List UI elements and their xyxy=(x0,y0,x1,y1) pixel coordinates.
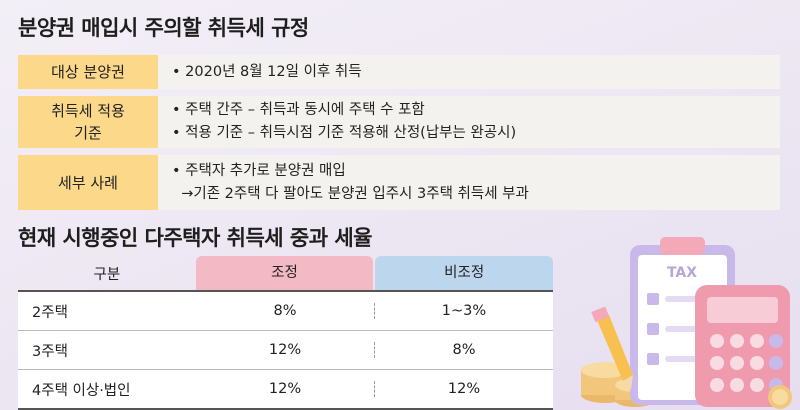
table-header: 구분 조정 비조정 xyxy=(18,256,554,290)
rule-line: • 주택자 추가로 분양권 매입 xyxy=(172,162,346,179)
cell-adjusted: 12% xyxy=(196,342,375,358)
header-category: 구분 xyxy=(93,266,121,283)
table-row: 3주택 12% 8% xyxy=(18,331,553,370)
cell-category: 4주택 이상·법인 xyxy=(32,382,131,399)
rule-label-text: 세부 사례 xyxy=(58,173,118,192)
header-adjusted: 조정 xyxy=(195,256,374,290)
section2-title: 현재 시행중인 다주택자 취득세 중과 세율 xyxy=(18,226,373,250)
tax-rate-table: 구분 조정 비조정 2주택 8% 1~3% 3주택 12% 8% 4주택 이상·… xyxy=(18,256,554,410)
rule-label: 세부 사례 xyxy=(18,155,158,210)
cell-non-adjusted: 8% xyxy=(452,342,476,358)
rule-lines: • 주택자 추가로 분양권 매입 →기존 2주택 다 팔아도 분양권 입주시 3… xyxy=(158,160,529,206)
rule-row-criteria: 취득세 적용 기준 • 주택 간주 – 취득과 동시에 주택 수 포함 • 적용… xyxy=(18,96,780,148)
rule-row-target: 대상 분양권 • 2020년 8월 12일 이후 취득 xyxy=(18,55,780,89)
rule-row-example: 세부 사례 • 주택자 추가로 분양권 매입 →기존 2주택 다 팔아도 분양권… xyxy=(18,155,780,210)
cell-non-adjusted: 1~3% xyxy=(441,303,487,319)
cell-adjusted: 12% xyxy=(196,381,375,397)
rule-label-text: 기준 xyxy=(74,124,102,142)
rule-label-text: 취득세 적용 xyxy=(51,102,125,120)
rule-label: 대상 분양권 xyxy=(18,55,158,89)
rule-label: 취득세 적용 기준 xyxy=(18,96,158,148)
rule-line: • 2020년 8월 12일 이후 취득 xyxy=(172,63,362,80)
rule-label-text: 대상 분양권 xyxy=(51,63,125,81)
cell-adjusted: 8% xyxy=(196,303,375,319)
table-row: 4주택 이상·법인 12% 12% xyxy=(18,370,553,410)
table-row: 2주택 8% 1~3% xyxy=(18,292,553,331)
rule-line: →기존 2주택 다 팔아도 분양권 입주시 3주택 취득세 부과 xyxy=(172,185,529,202)
rule-line: • 적용 기준 – 취득시점 기준 적용해 산정(납부는 완공시) xyxy=(172,125,517,141)
calculator-icon xyxy=(695,285,790,407)
clipboard-text: TAX xyxy=(667,265,697,281)
section1-title: 분양권 매입시 주의할 취득세 규정 xyxy=(18,16,309,40)
tax-calculator-illustration: TAX xyxy=(581,237,792,409)
cell-non-adjusted: 12% xyxy=(447,381,481,397)
header-non-adjusted: 비조정 xyxy=(375,256,554,290)
rule-lines: • 주택 간주 – 취득과 동시에 주택 수 포함 • 적용 기준 – 취득시점… xyxy=(158,99,516,145)
rule-line: • 주택 간주 – 취득과 동시에 주택 수 포함 xyxy=(172,102,425,118)
cell-category: 3주택 xyxy=(32,343,68,360)
coin-icon xyxy=(768,385,792,409)
table-body: 2주택 8% 1~3% 3주택 12% 8% 4주택 이상·법인 12% 12% xyxy=(18,290,553,410)
cell-category: 2주택 xyxy=(32,304,68,321)
rule-lines: • 2020년 8월 12일 이후 취득 xyxy=(158,61,362,84)
pencil-icon xyxy=(591,306,633,390)
